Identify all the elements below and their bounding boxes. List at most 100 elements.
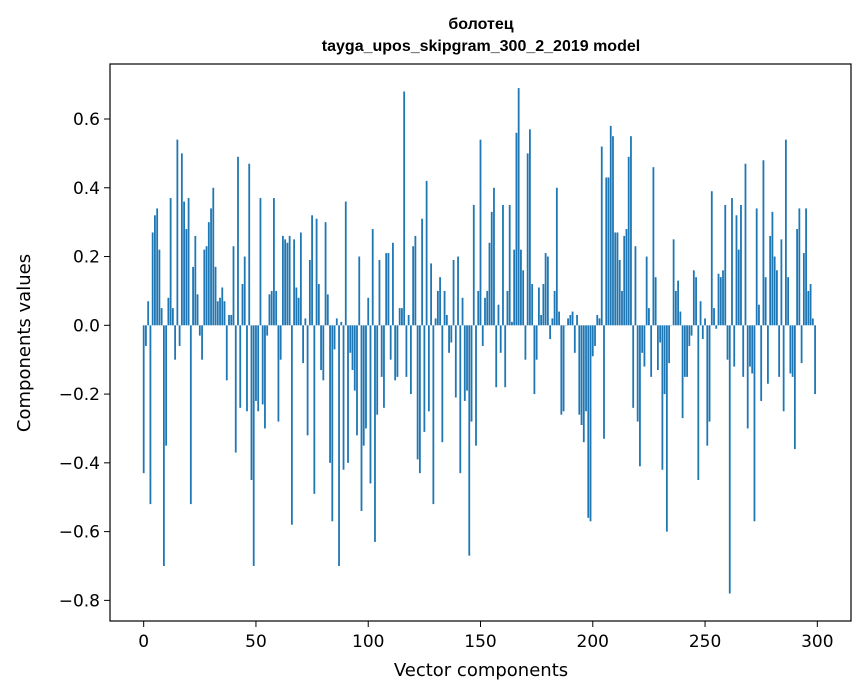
bar-component-227 <box>652 167 655 326</box>
bar-component-55 <box>266 325 269 336</box>
bar-component-159 <box>499 325 502 353</box>
bar-component-14 <box>174 325 177 360</box>
bar-component-212 <box>618 259 621 326</box>
bar-component-1 <box>145 325 147 346</box>
bar-component-89 <box>342 325 345 470</box>
bar-component-56 <box>268 294 271 326</box>
bar-component-194 <box>578 325 581 415</box>
bar-component-113 <box>396 325 399 377</box>
bar-component-192 <box>573 325 576 353</box>
bar-component-177 <box>540 314 543 326</box>
bar-component-19 <box>185 229 188 326</box>
bar-component-264 <box>735 215 738 326</box>
bar-component-201 <box>594 325 596 346</box>
bar-component-209 <box>612 136 614 326</box>
bar-component-65 <box>288 235 291 326</box>
bar-component-109 <box>387 253 390 326</box>
bar-component-126 <box>425 180 428 326</box>
bar-component-182 <box>551 318 554 326</box>
bar-component-236 <box>672 239 675 326</box>
bar-component-244 <box>690 325 693 336</box>
bar-component-124 <box>421 218 424 326</box>
y-tick-label: −0.6 <box>59 523 100 543</box>
bar-component-225 <box>648 308 650 326</box>
bar-component-216 <box>627 156 630 326</box>
bar-component-98 <box>362 325 365 446</box>
bar-component-175 <box>535 325 538 360</box>
bar-component-277 <box>764 277 767 326</box>
bar-component-270 <box>749 325 751 367</box>
bar-component-60 <box>277 325 280 422</box>
bar-component-287 <box>787 277 790 326</box>
bar-component-117 <box>405 325 408 377</box>
bar-component-285 <box>782 325 785 412</box>
bar-component-54 <box>264 325 266 429</box>
bar-component-7 <box>158 249 161 326</box>
bar-component-290 <box>793 325 796 450</box>
bar-component-246 <box>695 277 697 326</box>
bar-component-23 <box>194 235 197 326</box>
bar-component-35 <box>221 287 224 326</box>
bar-component-151 <box>481 325 484 346</box>
bar-component-274 <box>758 304 760 326</box>
bar-component-68 <box>295 287 298 326</box>
bar-component-38 <box>228 314 230 326</box>
bar-component-286 <box>784 139 787 326</box>
bar-component-72 <box>304 318 307 326</box>
bar-component-172 <box>529 129 531 326</box>
y-tick-label: 0.4 <box>73 179 100 199</box>
bar-component-294 <box>802 253 805 326</box>
y-tick-label: −0.8 <box>59 591 100 611</box>
bar-component-70 <box>299 232 302 326</box>
chart-title-line-2: tayga_upos_skipgram_300_2_2019 model <box>322 38 640 55</box>
bar-component-262 <box>731 198 733 326</box>
bar-component-32 <box>214 266 217 326</box>
x-axis-ticks: 0 50 100 150 200 250 300 <box>138 621 834 652</box>
bar-component-91 <box>347 325 349 463</box>
bar-component-253 <box>710 191 713 326</box>
bar-component-61 <box>279 325 282 360</box>
bar-component-40 <box>232 246 235 326</box>
bar-component-153 <box>486 290 489 326</box>
bar-component-80 <box>322 325 325 381</box>
bar-component-296 <box>807 290 810 326</box>
bar-component-30 <box>210 208 212 326</box>
y-tick-label: −0.4 <box>59 454 100 474</box>
bar-component-275 <box>760 325 763 401</box>
y-tick-label: 0.2 <box>73 248 100 268</box>
bar-component-171 <box>526 153 529 326</box>
bar-component-248 <box>699 301 702 326</box>
bar-component-64 <box>286 242 289 326</box>
bar-component-141 <box>459 325 462 474</box>
bar-component-215 <box>625 229 628 326</box>
x-tick-label: 200 <box>577 632 609 652</box>
bar-component-234 <box>668 325 671 364</box>
bar-component-289 <box>791 325 794 377</box>
bar-component-102 <box>371 229 374 326</box>
bar-component-25 <box>198 325 201 336</box>
bar-component-45 <box>243 256 246 326</box>
bar-component-273 <box>755 208 758 326</box>
bar-component-146 <box>470 325 473 422</box>
bar-component-48 <box>250 325 253 481</box>
bar-component-5 <box>154 215 156 326</box>
bar-component-143 <box>463 325 466 401</box>
bar-component-37 <box>225 325 228 381</box>
bar-component-108 <box>385 253 388 326</box>
bar-component-52 <box>259 198 262 326</box>
bar-component-133 <box>441 325 444 443</box>
bar-component-49 <box>252 325 255 566</box>
x-tick-label: 150 <box>464 632 496 652</box>
bar-component-267 <box>742 325 745 377</box>
bar-component-20 <box>187 198 190 326</box>
bar-component-28 <box>205 246 208 326</box>
bar-component-210 <box>614 232 617 326</box>
bar-component-8 <box>160 308 163 326</box>
bar-component-186 <box>560 325 563 415</box>
y-axis-ticks: −0.8 −0.6 −0.4 −0.2 0.0 0.2 0.4 0.6 <box>59 110 110 611</box>
bar-component-157 <box>495 325 498 388</box>
bar-component-185 <box>558 311 560 326</box>
bar-component-81 <box>324 222 327 326</box>
bar-component-191 <box>571 311 574 326</box>
bar-component-179 <box>544 253 547 326</box>
